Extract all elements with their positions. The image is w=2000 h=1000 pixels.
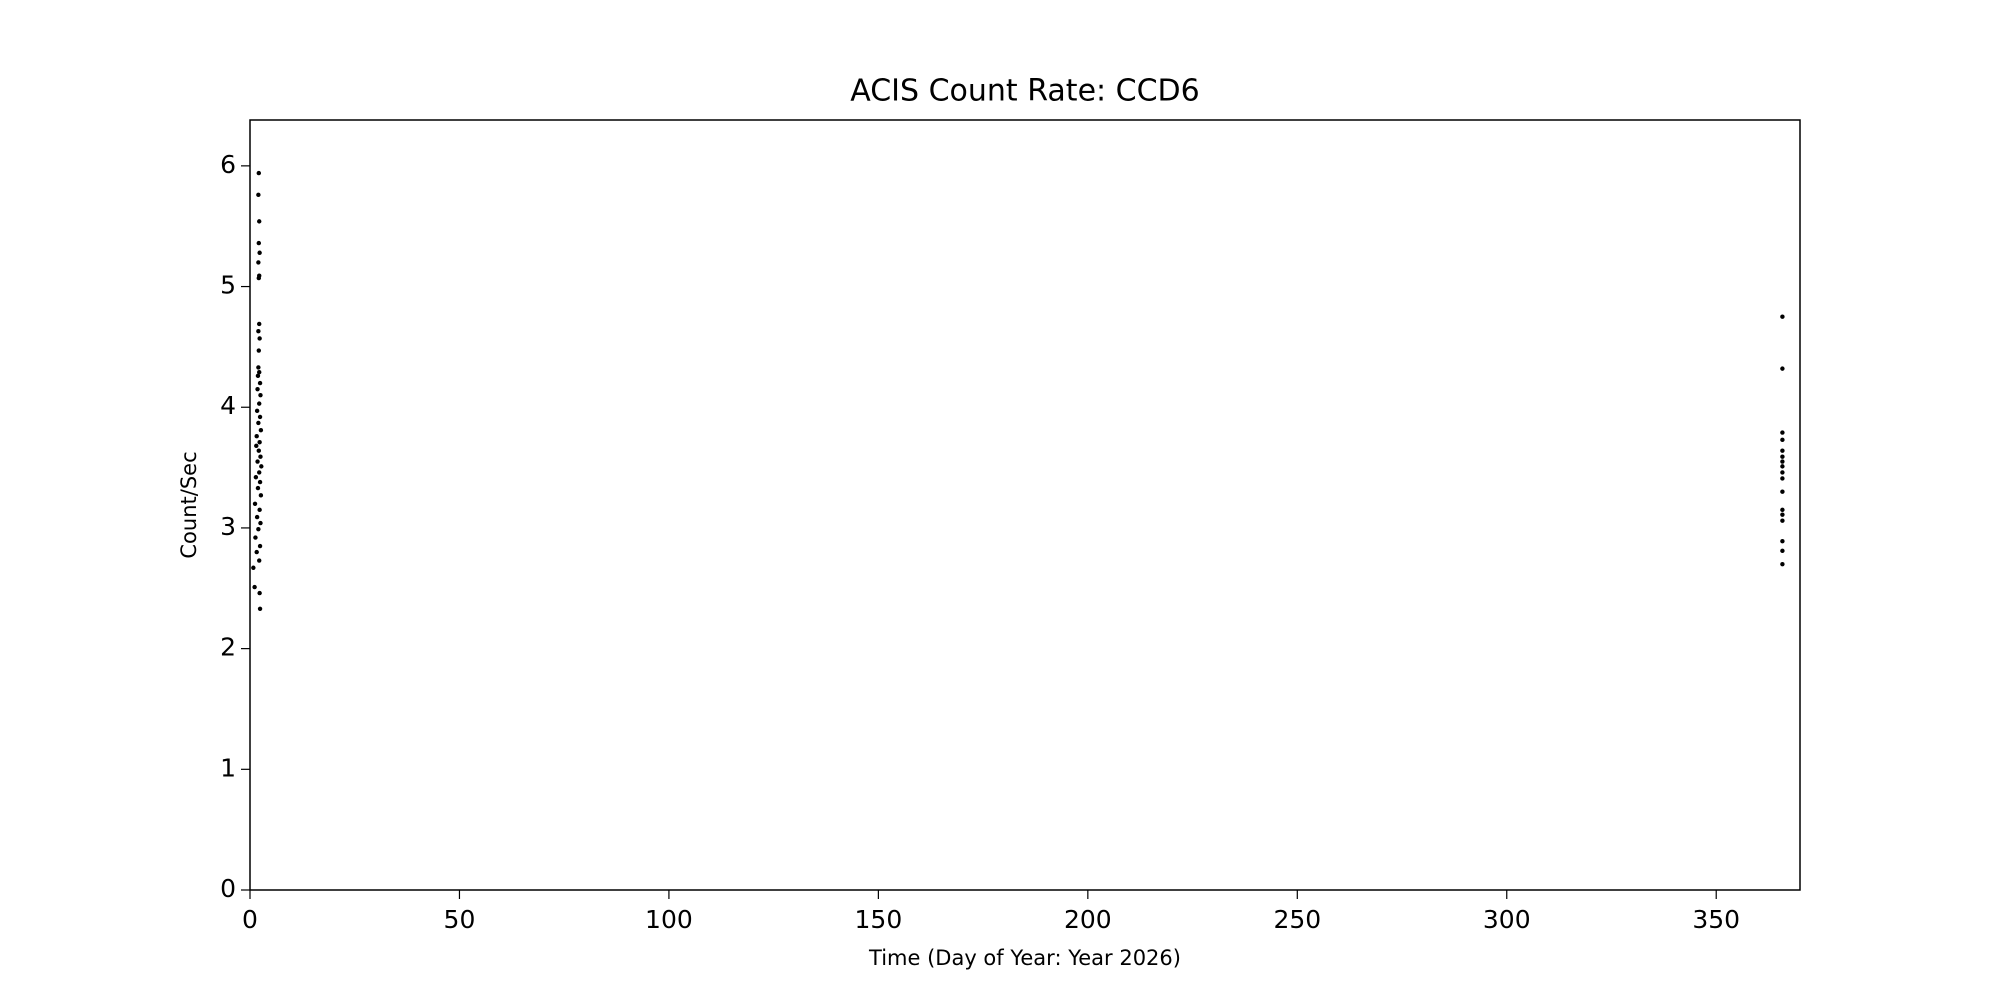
point: [1780, 518, 1785, 523]
point: [257, 380, 263, 386]
point: [259, 464, 264, 469]
y-tick-label: 1: [220, 753, 236, 782]
x-tick-label: 350: [1692, 905, 1740, 934]
point: [1780, 464, 1785, 469]
point: [256, 348, 261, 353]
point: [257, 558, 262, 563]
point: [258, 392, 263, 398]
point: [254, 549, 259, 555]
x-tick-label: 250: [1273, 905, 1321, 934]
point: [1780, 539, 1785, 544]
point: [251, 565, 256, 570]
point: [255, 386, 260, 392]
point: [257, 219, 262, 224]
point: [256, 170, 261, 176]
x-tick-label: 300: [1483, 905, 1531, 934]
x-tick-label: 50: [444, 905, 476, 934]
point: [256, 192, 261, 198]
point: [257, 414, 263, 420]
point: [256, 275, 261, 281]
point: [1780, 561, 1785, 567]
point: [253, 475, 259, 480]
y-tick-label: 0: [220, 874, 236, 903]
chart-title: ACIS Count Rate: CCD6: [850, 74, 1200, 109]
y-tick-label: 5: [220, 271, 236, 300]
point: [1780, 454, 1785, 459]
point: [1780, 366, 1785, 371]
point: [257, 336, 262, 341]
point: [252, 584, 257, 590]
y-tick-label: 3: [220, 512, 236, 541]
point: [1780, 437, 1785, 443]
point: [256, 365, 261, 370]
point: [257, 470, 262, 475]
x-axis-label: Time (Day of Year: Year 2026): [868, 946, 1181, 970]
point: [257, 606, 263, 611]
point: [254, 434, 259, 439]
y-tick-label: 2: [220, 633, 236, 662]
y-axis-label: Count/Sec: [177, 451, 201, 558]
x-tick-label: 0: [242, 905, 258, 934]
point: [256, 240, 261, 246]
x-tick-label: 100: [645, 905, 693, 934]
point: [1780, 476, 1785, 481]
point: [1780, 448, 1785, 453]
point: [257, 321, 262, 327]
point: [254, 408, 260, 414]
point: [257, 590, 262, 596]
point: [258, 520, 263, 526]
point: [1780, 430, 1785, 435]
point: [256, 448, 261, 453]
point: [256, 526, 261, 532]
point: [254, 514, 260, 520]
x-tick-label: 200: [1064, 905, 1112, 934]
point: [252, 501, 258, 506]
point: [257, 479, 263, 485]
point: [257, 543, 263, 549]
point: [1780, 512, 1785, 517]
point: [257, 370, 262, 375]
point: [1780, 314, 1785, 319]
y-tick-label: 4: [220, 391, 236, 420]
point: [255, 373, 261, 379]
point: [255, 485, 261, 491]
plot-frame: [249, 119, 1801, 891]
point: [257, 250, 262, 255]
point: [1780, 470, 1785, 475]
point: [257, 440, 262, 445]
point: [256, 329, 261, 334]
point: [254, 443, 259, 449]
point: [1780, 548, 1785, 554]
point: [257, 401, 262, 406]
point: [256, 260, 261, 265]
point: [258, 493, 264, 498]
x-tick-label: 150: [855, 905, 903, 934]
y-tick-label: 6: [220, 150, 236, 179]
point: [256, 420, 261, 426]
point: [255, 459, 260, 464]
point: [1780, 459, 1785, 464]
point: [258, 454, 263, 459]
point: [1780, 489, 1785, 494]
point: [253, 535, 258, 540]
point: [258, 427, 264, 433]
point: [257, 507, 262, 513]
point: [1780, 507, 1785, 513]
